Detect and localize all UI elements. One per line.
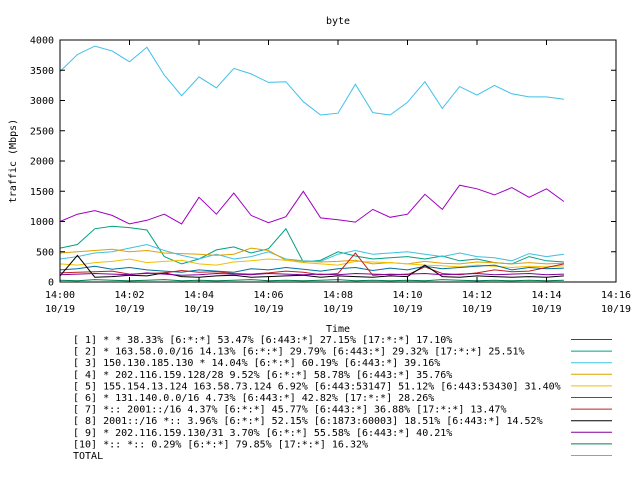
series-line-3 (59, 243, 564, 262)
x-tick-label-time: 14:00 (45, 290, 75, 301)
x-tick-label-date: 10/19 (45, 304, 75, 315)
x-tick-label-time: 14:10 (392, 290, 422, 301)
x-tick-label-date: 10/19 (184, 304, 214, 315)
y-tick-label: 2500 (30, 126, 54, 137)
x-axis-label: Time (326, 324, 350, 335)
y-tick-label: 500 (36, 247, 54, 258)
x-tick-label-time: 14:02 (114, 290, 144, 301)
x-tick-label-time: 14:04 (184, 290, 214, 301)
x-tick-label-date: 10/19 (531, 304, 561, 315)
y-tick-label: 3000 (30, 96, 54, 107)
legend-label: [ 6] * 131.140.0.0/16 4.73% [6:443:*] 42… (73, 393, 434, 404)
y-tick-label: 4000 (30, 36, 54, 47)
x-tick-label-date: 10/19 (253, 304, 283, 315)
legend-label: [ 5] 155.154.13.124 163.58.73.124 6.92% … (73, 381, 561, 392)
legend-label: [ 4] * 202.116.159.128/28 9.52% [6:*:*] … (73, 370, 452, 381)
x-tick-label-time: 14:14 (531, 290, 561, 301)
series-layer (59, 45, 565, 282)
y-tick-label: 2000 (30, 157, 54, 168)
axes-layer: 0 500 1000 1500 2000 2500 3000 3500 4000 14:00 10/… (30, 36, 631, 316)
legend-label: [ 2] * 163.58.0.0/16 14.13% [6:*:*] 29.7… (73, 347, 525, 358)
legend-label: [ 8] 2001::/16 *:: 3.96% [6:*:*] 52.15% … (73, 416, 543, 427)
series-line-11 (59, 45, 564, 116)
x-tick-label-time: 14:16 (601, 290, 631, 301)
legend-label: [ 1] * * 38.33% [6:*:*] 53.47% [6:443:*]… (73, 335, 452, 346)
series-line-10 (59, 279, 564, 282)
series-line-1 (59, 184, 565, 225)
legend: [ 1] * * 38.33% [6:*:*] 53.47% [6:443:*]… (73, 335, 612, 462)
series-line-4 (59, 247, 564, 265)
series-line-5 (59, 258, 564, 269)
x-tick-label-date: 10/19 (323, 304, 353, 315)
x-tick-label-date: 10/19 (392, 304, 422, 315)
y-tick-label: 1500 (30, 187, 54, 198)
series-line-6 (59, 264, 564, 273)
series-line-9 (59, 272, 564, 276)
x-tick-label-time: 14:12 (462, 290, 492, 301)
legend-label: [ 7] *:: 2001::/16 4.37% [6:*:*] 45.77% … (73, 405, 506, 416)
x-tick-label-time: 14:06 (253, 290, 283, 301)
y-axis-label: traffic (Mbps) (8, 119, 19, 203)
y-tick-label: 3500 (30, 66, 54, 77)
x-tick-label-date: 10/19 (114, 304, 144, 315)
legend-label: [ 9] * 202.116.159.130/31 3.70% [6:*:*] … (73, 428, 452, 439)
y-tick-label: 0 (48, 278, 54, 289)
y-tick-label: 1000 (30, 217, 54, 228)
legend-label: [10] *:: *:: 0.29% [6:*:*] 79.85% [17:*:… (73, 439, 368, 450)
x-tick-label-time: 14:08 (323, 290, 353, 301)
legend-label: TOTAL (73, 451, 103, 462)
chart-title: byte (326, 16, 350, 27)
series-line-8 (59, 254, 564, 278)
legend-label: [ 3] 150.130.185.130 * 14.04% [6:*:*] 60… (73, 358, 440, 369)
x-tick-label-date: 10/19 (462, 304, 492, 315)
x-tick-label-date: 10/19 (601, 304, 631, 315)
